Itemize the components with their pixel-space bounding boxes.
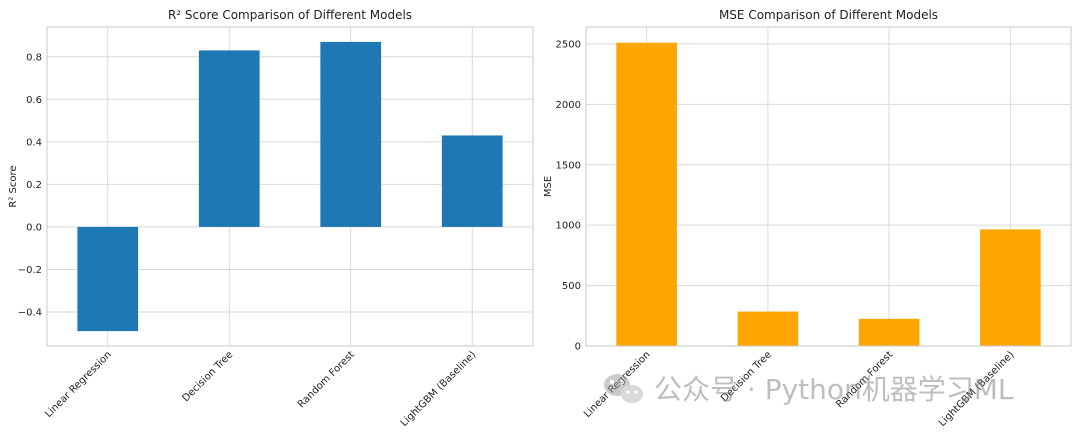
y-tick-label: −0.2 — [18, 265, 42, 276]
y-tick-label: 2000 — [556, 100, 581, 111]
y-tick-label: 0 — [575, 342, 581, 353]
watermark-text: 公众号 · Python机器学习ML — [654, 373, 1014, 406]
y-tick-label: 0.6 — [26, 95, 42, 106]
y-tick-label: 0.4 — [26, 137, 42, 148]
bar-linear-regression — [616, 42, 677, 346]
x-tick-label: LightGBM (Baseline) — [399, 349, 479, 429]
y-tick-label: 0.2 — [26, 180, 42, 191]
watermark: 公众号 · Python机器学习ML — [604, 373, 1014, 406]
chart-title: R² Score Comparison of Different Models — [168, 8, 412, 22]
y-tick-label: 0.0 — [26, 222, 42, 233]
bar-decision-tree — [198, 50, 260, 227]
plot-frame — [46, 26, 534, 347]
y-tick-label: −0.4 — [18, 307, 42, 318]
y-axis-label: R² Score — [8, 165, 19, 207]
y-tick-label: 0.8 — [26, 52, 42, 63]
wechat-icon — [604, 374, 643, 403]
bar-lightgbm-baseline — [980, 229, 1041, 346]
r2-chart: −0.4 −0.2 0.0 0.2 0.4 0.6 0.8 Linear Regression… — [8, 8, 534, 429]
y-tick-label: 1000 — [556, 221, 581, 232]
y-axis-label: MSE — [543, 176, 554, 197]
x-tick-label: Decision Tree — [181, 349, 236, 404]
bar-decision-tree — [737, 311, 799, 346]
bar-lightgbm-baseline — [441, 135, 503, 227]
x-tick-label: Linear Regression — [43, 349, 114, 420]
bar-linear-regression — [77, 226, 139, 332]
bar-random-forest — [858, 318, 920, 346]
plot-frame — [585, 26, 1072, 347]
x-tick-label: Random Forest — [296, 349, 357, 410]
y-tick-label: 2500 — [556, 39, 581, 50]
chart-title: MSE Comparison of Different Models — [719, 8, 938, 22]
y-tick-label: 500 — [562, 281, 581, 292]
bar-random-forest — [320, 41, 382, 227]
y-tick-label: 1500 — [556, 160, 581, 171]
